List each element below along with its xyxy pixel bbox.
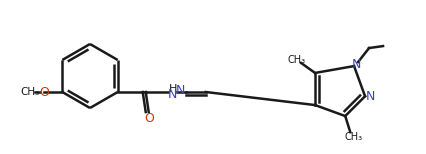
Text: H: H (169, 84, 177, 94)
Text: N: N (351, 58, 361, 71)
Text: N: N (176, 85, 185, 97)
Text: CH₃: CH₃ (287, 55, 305, 65)
Text: N: N (168, 89, 177, 101)
Text: CH₃: CH₃ (21, 87, 40, 97)
Text: O: O (144, 111, 154, 124)
Text: N: N (366, 90, 375, 103)
Text: O: O (39, 85, 49, 99)
Text: CH₃: CH₃ (344, 132, 362, 142)
